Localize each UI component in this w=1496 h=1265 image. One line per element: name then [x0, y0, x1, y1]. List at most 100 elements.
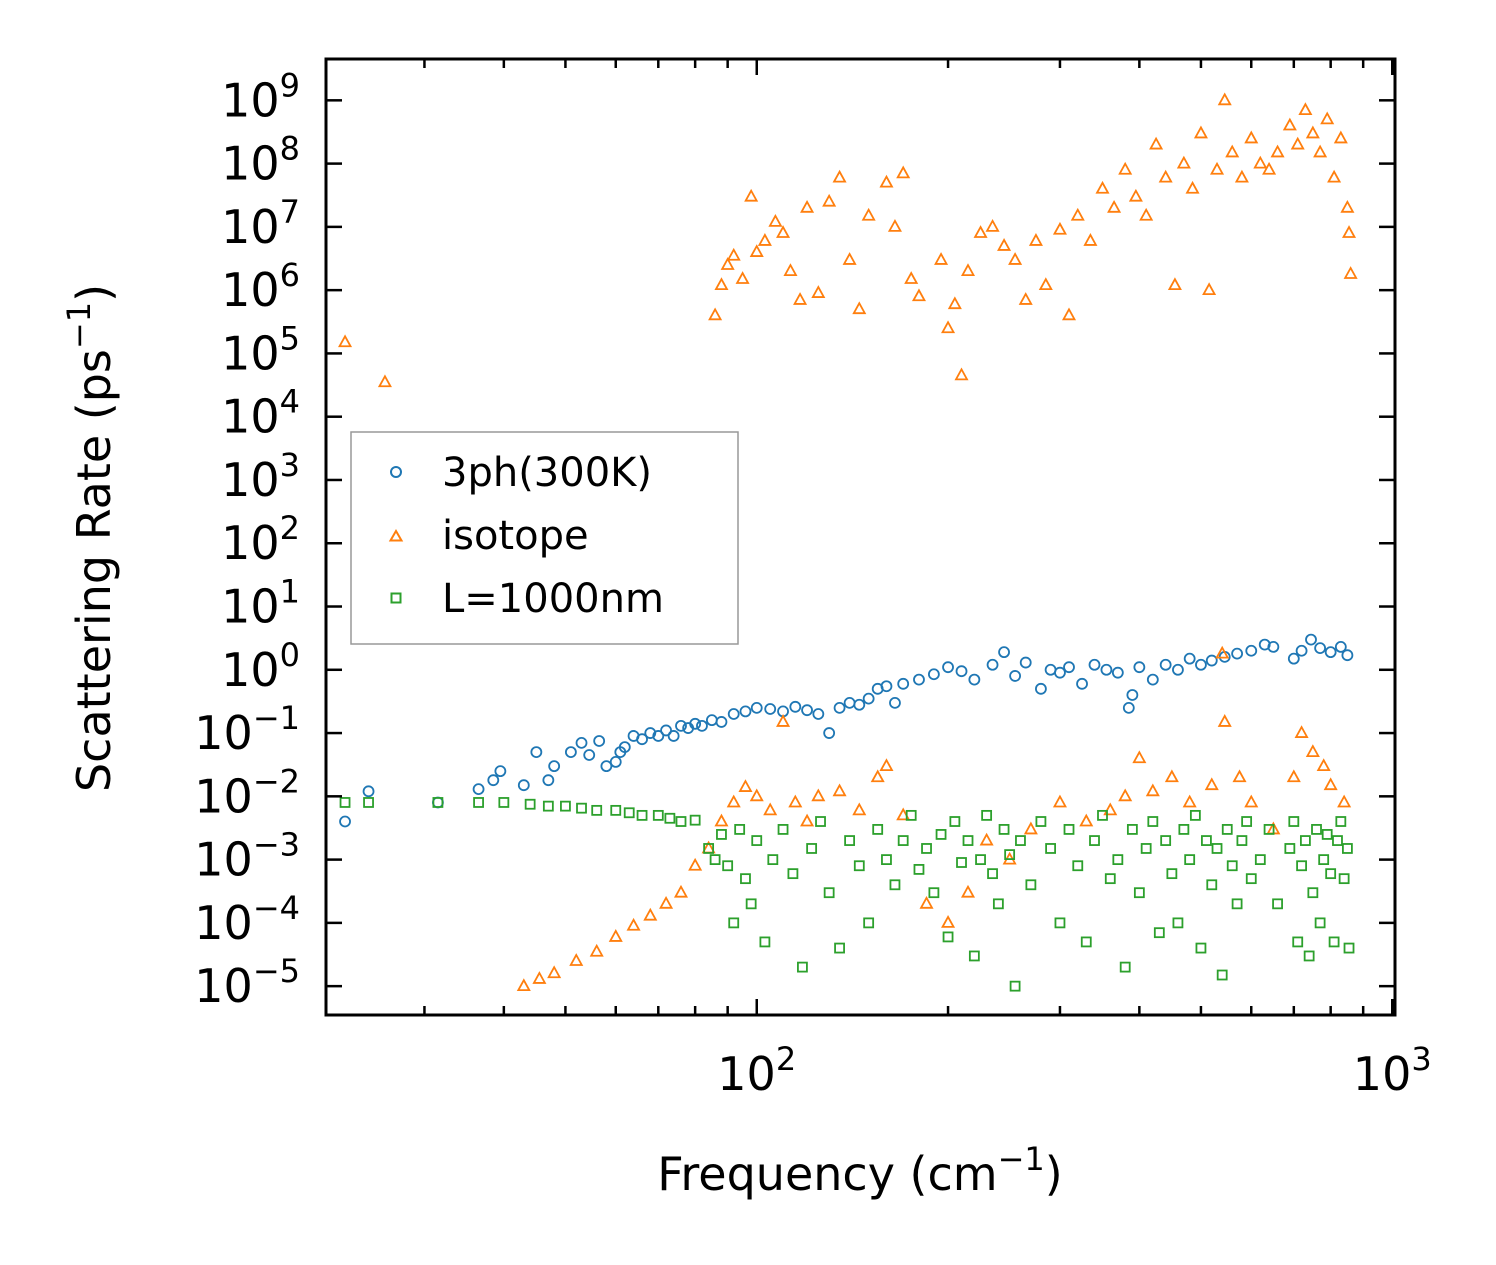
data-point-square	[623, 807, 635, 819]
data-point-square	[1015, 835, 1026, 846]
data-point-square	[834, 942, 845, 954]
data-point-triangle	[985, 219, 1000, 232]
data-point-triangle	[1018, 292, 1033, 305]
data-point-square	[1303, 950, 1315, 962]
data-point-circle	[487, 774, 500, 787]
data-point-circle	[636, 733, 648, 746]
data-point-square	[1184, 854, 1196, 866]
data-point-square	[610, 804, 622, 816]
data-point-circle	[660, 724, 672, 737]
data-point-triangle	[1225, 144, 1240, 158]
data-point-circle	[517, 779, 530, 792]
data-point-triangle	[879, 758, 894, 772]
data-point-triangle	[783, 263, 798, 277]
data-point-triangle	[788, 794, 803, 808]
data-point-triangle	[997, 238, 1012, 251]
data-point-square	[1335, 816, 1347, 827]
data-point-circle	[1231, 647, 1244, 660]
data-point-square	[432, 797, 444, 808]
data-point-square	[1119, 961, 1131, 973]
data-point-triangle	[1204, 777, 1219, 791]
data-point-square	[905, 809, 917, 821]
data-point-square	[1311, 824, 1322, 835]
data-point-circle	[689, 717, 702, 730]
data-point-circle	[1314, 642, 1327, 655]
y-tick-label: 10−3	[194, 826, 300, 887]
data-point-square	[1245, 873, 1257, 885]
data-point-triangle	[904, 271, 919, 284]
data-point-square	[636, 809, 648, 821]
data-point-circle	[968, 673, 981, 686]
data-point-square	[942, 931, 954, 943]
legend-item-l1000nm: L=1000nm	[390, 576, 664, 622]
data-point-square	[815, 816, 826, 827]
data-point-square	[716, 829, 727, 840]
data-point-triangle	[589, 943, 604, 957]
data-point-square	[998, 824, 1010, 835]
data-point-square	[1004, 849, 1016, 860]
data-point-circle	[494, 765, 507, 778]
data-point-triangle	[569, 953, 584, 966]
data-point-triangle	[941, 915, 956, 928]
data-point-square	[889, 879, 901, 891]
data-point-triangle	[763, 802, 778, 816]
data-point-circle	[675, 719, 687, 732]
data-point-triangle	[1333, 130, 1348, 144]
data-point-circle	[998, 646, 1010, 659]
data-point-square	[1296, 860, 1307, 872]
data-point-triangle	[1008, 252, 1023, 265]
y-tick-label: 10−2	[194, 762, 300, 823]
data-point-square	[363, 797, 374, 808]
data-point-triangle	[776, 225, 791, 238]
y-tick-label: 101	[221, 573, 300, 634]
data-point-triangle	[1327, 169, 1342, 183]
data-point-square	[1236, 835, 1248, 846]
data-point-circle	[1172, 663, 1184, 676]
legend-marker-triangle	[388, 529, 404, 542]
data-point-circle	[696, 719, 708, 732]
series-square	[339, 797, 1355, 992]
data-point-square	[1272, 898, 1283, 910]
data-point-square	[1097, 809, 1108, 821]
data-point-triangle	[757, 233, 772, 246]
data-point-square	[722, 860, 734, 872]
legend-label-isotope: isotope	[442, 513, 589, 559]
data-point-circle	[1076, 677, 1088, 690]
data-point-triangle	[1103, 802, 1118, 816]
data-point-square	[1160, 835, 1172, 846]
data-point-square	[881, 854, 892, 866]
data-point-triangle	[749, 244, 764, 257]
data-point-square	[1054, 917, 1066, 929]
data-point-triangle	[861, 207, 876, 221]
data-point-circle	[1054, 666, 1066, 679]
data-point-triangle	[1282, 117, 1297, 131]
data-point-triangle	[1286, 769, 1301, 783]
data-point-square	[728, 917, 740, 929]
data-point-triangle	[726, 247, 741, 261]
data-point-circle	[609, 756, 622, 768]
data-point-triangle	[1164, 769, 1179, 783]
data-point-triangle	[1052, 794, 1067, 808]
data-point-square	[339, 797, 351, 808]
data-point-square	[745, 898, 757, 910]
y-tick-label: 109	[221, 66, 300, 127]
data-point-triangle	[1217, 92, 1232, 106]
data-point-triangle	[338, 334, 353, 348]
data-point-square	[921, 843, 932, 854]
data-point-circle	[1009, 670, 1022, 682]
data-point-triangle	[800, 813, 815, 827]
data-point-triangle	[1244, 794, 1259, 808]
series-circle	[339, 633, 1354, 828]
data-point-circle	[667, 730, 680, 742]
x-tick-label: 103	[1353, 1040, 1432, 1101]
data-point-circle	[1324, 646, 1337, 659]
legend: 3ph(300K) isotope L=1000nm	[350, 431, 739, 645]
data-point-square	[949, 816, 961, 827]
y-tick-label: 103	[221, 446, 300, 507]
data-point-triangle	[896, 165, 911, 179]
data-point-square	[853, 860, 865, 872]
data-point-square	[1307, 887, 1319, 899]
data-point-square	[591, 804, 603, 816]
data-point-triangle	[1176, 155, 1191, 169]
legend-box	[350, 431, 739, 645]
